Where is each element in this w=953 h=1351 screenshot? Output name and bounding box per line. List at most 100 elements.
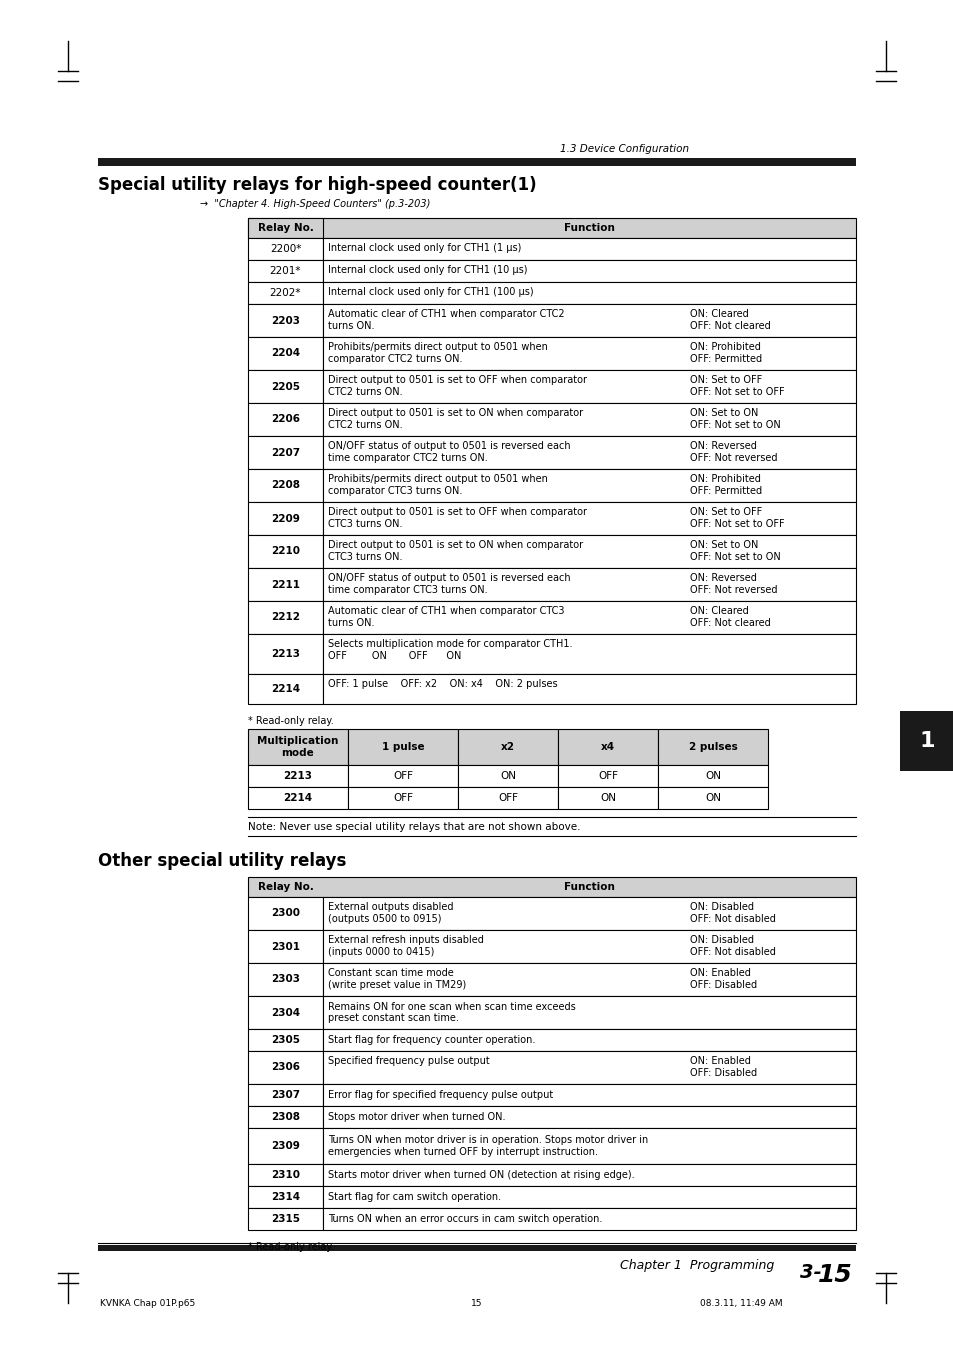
Bar xyxy=(248,1051,323,1084)
Text: →  "Chapter 4. High-Speed Counters" (p.3-203): → "Chapter 4. High-Speed Counters" (p.3-… xyxy=(200,199,430,209)
Text: ON: Set to ON
OFF: Not set to ON: ON: Set to ON OFF: Not set to ON xyxy=(689,540,780,562)
Bar xyxy=(323,601,855,634)
Text: Start flag for cam switch operation.: Start flag for cam switch operation. xyxy=(328,1192,500,1202)
Text: 2308: 2308 xyxy=(271,1112,299,1121)
Text: Direct output to 0501 is set to ON when comparator
CTC2 turns ON.: Direct output to 0501 is set to ON when … xyxy=(328,408,582,430)
Text: 2212: 2212 xyxy=(271,612,299,623)
Text: Selects multiplication mode for comparator CTH1.
OFF        ON       OFF      ON: Selects multiplication mode for comparat… xyxy=(328,639,572,661)
Text: OFF: OFF xyxy=(497,793,517,802)
Bar xyxy=(98,1246,855,1251)
Bar xyxy=(248,877,855,897)
Bar xyxy=(323,929,855,963)
Bar xyxy=(248,336,323,370)
Text: 2309: 2309 xyxy=(271,1142,299,1151)
Text: ON: Reversed
OFF: Not reversed: ON: Reversed OFF: Not reversed xyxy=(689,573,777,594)
Bar xyxy=(248,403,323,436)
Bar xyxy=(323,567,855,601)
Text: Direct output to 0501 is set to OFF when comparator
CTC2 turns ON.: Direct output to 0501 is set to OFF when… xyxy=(328,376,586,397)
Bar xyxy=(248,929,323,963)
Bar xyxy=(323,259,855,282)
Bar xyxy=(248,370,323,403)
Text: Internal clock used only for CTH1 (10 μs): Internal clock used only for CTH1 (10 μs… xyxy=(328,265,527,276)
Text: 1: 1 xyxy=(919,731,934,751)
Text: Function: Function xyxy=(563,223,615,232)
Text: x2: x2 xyxy=(500,742,515,753)
Text: ON: Enabled
OFF: Disabled: ON: Enabled OFF: Disabled xyxy=(689,969,757,989)
Bar xyxy=(658,765,767,788)
Text: OFF: OFF xyxy=(393,793,413,802)
Bar xyxy=(323,1106,855,1128)
Bar xyxy=(348,730,457,765)
Bar xyxy=(248,436,323,469)
Text: 2204: 2204 xyxy=(271,349,300,358)
Bar xyxy=(248,634,323,674)
Text: External outputs disabled
(outputs 0500 to 0915): External outputs disabled (outputs 0500 … xyxy=(328,902,453,924)
Text: Internal clock used only for CTH1 (1 μs): Internal clock used only for CTH1 (1 μs) xyxy=(328,243,521,253)
Bar xyxy=(323,370,855,403)
Text: Multiplication
mode: Multiplication mode xyxy=(257,736,338,758)
Bar xyxy=(248,765,348,788)
Text: OFF: OFF xyxy=(598,771,618,781)
Bar xyxy=(323,336,855,370)
Text: 2307: 2307 xyxy=(271,1090,300,1100)
Text: * Read-only relay.: * Read-only relay. xyxy=(248,716,334,725)
Bar xyxy=(248,503,323,535)
Text: Automatic clear of CTH1 when comparator CTC3
turns ON.: Automatic clear of CTH1 when comparator … xyxy=(328,607,564,628)
Bar xyxy=(323,503,855,535)
Bar xyxy=(323,897,855,929)
Text: 2314: 2314 xyxy=(271,1192,300,1202)
Text: Prohibits/permits direct output to 0501 when
comparator CTC3 turns ON.: Prohibits/permits direct output to 0501 … xyxy=(328,474,547,496)
Bar xyxy=(248,674,323,704)
Bar xyxy=(248,996,323,1029)
Bar xyxy=(323,996,855,1029)
Bar xyxy=(348,765,457,788)
Text: Note: Never use special utility relays that are not shown above.: Note: Never use special utility relays t… xyxy=(248,821,579,832)
Text: 2213: 2213 xyxy=(271,648,299,659)
Bar xyxy=(558,788,658,809)
Bar xyxy=(348,788,457,809)
Bar xyxy=(323,304,855,336)
Text: Direct output to 0501 is set to ON when comparator
CTC3 turns ON.: Direct output to 0501 is set to ON when … xyxy=(328,540,582,562)
Text: Internal clock used only for CTH1 (100 μs): Internal clock used only for CTH1 (100 μ… xyxy=(328,286,533,297)
Bar xyxy=(98,158,855,166)
Text: 2205: 2205 xyxy=(271,381,299,392)
Text: OFF: 1 pulse    OFF: x2    ON: x4    ON: 2 pulses: OFF: 1 pulse OFF: x2 ON: x4 ON: 2 pulses xyxy=(328,680,558,689)
Text: Turns ON when an error occurs in cam switch operation.: Turns ON when an error occurs in cam swi… xyxy=(328,1215,601,1224)
Bar xyxy=(248,259,323,282)
Text: ON: Cleared
OFF: Not cleared: ON: Cleared OFF: Not cleared xyxy=(689,309,770,331)
Text: ON: Reversed
OFF: Not reversed: ON: Reversed OFF: Not reversed xyxy=(689,440,777,462)
Text: Stops motor driver when turned ON.: Stops motor driver when turned ON. xyxy=(328,1112,505,1121)
Text: Relay No.: Relay No. xyxy=(257,223,314,232)
Text: 2209: 2209 xyxy=(271,513,299,523)
Bar xyxy=(899,711,953,771)
Text: ON: Disabled
OFF: Not disabled: ON: Disabled OFF: Not disabled xyxy=(689,935,775,957)
Bar xyxy=(323,282,855,304)
Text: x4: x4 xyxy=(600,742,615,753)
Text: 2211: 2211 xyxy=(271,580,299,589)
Bar xyxy=(248,238,323,259)
Bar xyxy=(248,535,323,567)
Bar xyxy=(248,1106,323,1128)
Bar xyxy=(558,765,658,788)
Text: ON: ON xyxy=(599,793,616,802)
Text: Relay No.: Relay No. xyxy=(257,882,314,892)
Text: * Read-only relay.: * Read-only relay. xyxy=(248,1242,334,1252)
Text: Constant scan time mode
(write preset value in TM29): Constant scan time mode (write preset va… xyxy=(328,969,466,989)
Bar xyxy=(248,567,323,601)
Bar xyxy=(323,1165,855,1186)
Text: 2303: 2303 xyxy=(271,974,299,985)
Bar xyxy=(323,238,855,259)
Text: 2315: 2315 xyxy=(271,1215,299,1224)
Bar xyxy=(558,730,658,765)
Bar xyxy=(323,535,855,567)
Text: ON: Disabled
OFF: Not disabled: ON: Disabled OFF: Not disabled xyxy=(689,902,775,924)
Text: 2206: 2206 xyxy=(271,415,299,424)
Text: Remains ON for one scan when scan time exceeds
preset constant scan time.: Remains ON for one scan when scan time e… xyxy=(328,1001,576,1023)
Bar xyxy=(248,1084,323,1106)
Text: 2210: 2210 xyxy=(271,547,299,557)
Text: 2213: 2213 xyxy=(283,771,313,781)
Text: Turns ON when motor driver is in operation. Stops motor driver in
emergencies wh: Turns ON when motor driver is in operati… xyxy=(328,1135,648,1156)
Text: ON: Prohibited
OFF: Permitted: ON: Prohibited OFF: Permitted xyxy=(689,342,761,363)
Text: Error flag for specified frequency pulse output: Error flag for specified frequency pulse… xyxy=(328,1090,553,1100)
Text: ON/OFF status of output to 0501 is reversed each
time comparator CTC3 turns ON.: ON/OFF status of output to 0501 is rever… xyxy=(328,573,570,594)
